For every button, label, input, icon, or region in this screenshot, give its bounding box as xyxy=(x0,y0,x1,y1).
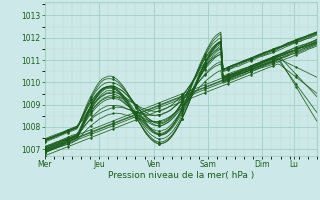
X-axis label: Pression niveau de la mer( hPa ): Pression niveau de la mer( hPa ) xyxy=(108,171,254,180)
